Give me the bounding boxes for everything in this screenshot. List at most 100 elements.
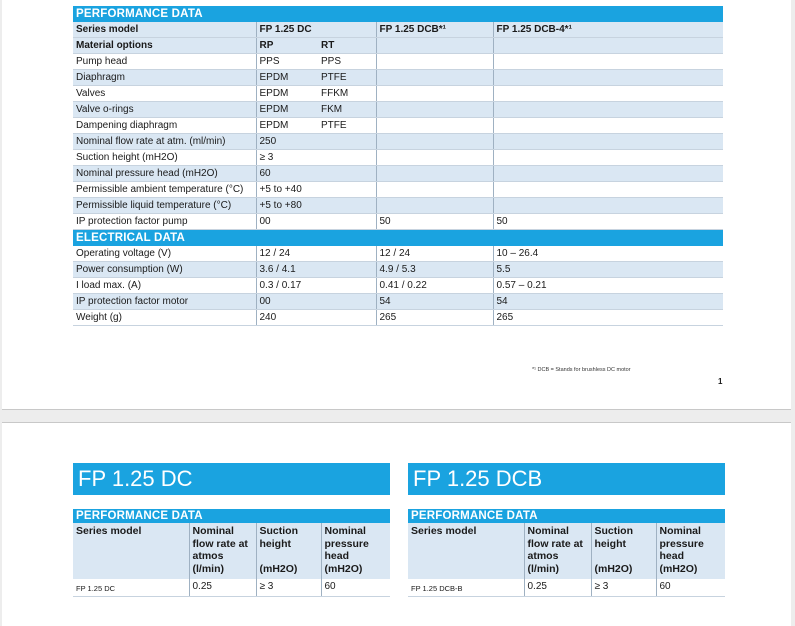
cell-dcb4	[492, 53, 724, 71]
cell-dcb4: 54	[492, 293, 724, 311]
cell-dcb4	[492, 85, 724, 103]
cell-dcb: 265	[375, 309, 493, 327]
cell-dcb4: 50	[492, 213, 724, 231]
table-row: Weight (g) 240 265 265	[73, 309, 724, 327]
suction-label: Suction height	[594, 525, 634, 550]
cell-dcb: 0.41 / 0.22	[375, 277, 493, 295]
table-row: IP protection factor motor 00 54 54	[73, 293, 724, 311]
series-model-row: Series model FP 1.25 DC FP 1.25 DCB*¹ FP…	[73, 22, 724, 39]
cell-dcb4	[492, 197, 724, 215]
cell-rt	[319, 213, 376, 231]
cell-rt	[319, 181, 376, 199]
cell-dcb4	[492, 181, 724, 199]
cell-rp: ≥ 3	[255, 149, 319, 167]
cell-dcb4	[492, 149, 724, 167]
val-pressure: 60	[320, 579, 391, 597]
cell-rt: PTFE	[319, 69, 376, 87]
cell-dcb	[375, 133, 493, 151]
row-label: Dampening diaphragm	[73, 117, 256, 135]
row-label: Weight (g)	[73, 309, 256, 327]
material-dcb4	[492, 37, 724, 55]
row-label: Permissible ambient temperature (°C)	[73, 181, 256, 199]
material-dcb	[375, 37, 493, 55]
val-model: FP 1.25 DC	[73, 579, 189, 597]
row-label: Permissible liquid temperature (°C)	[73, 197, 256, 215]
section-header-performance: PERFORMANCE DATA	[73, 6, 724, 22]
cell-dcb	[375, 69, 493, 87]
table-row: Power consumption (W) 3.6 / 4.1 4.9 / 5.3 5…	[73, 261, 724, 279]
suction-unit: (mH2O)	[594, 563, 633, 575]
series-model-label: Series model	[73, 22, 256, 39]
val-suction: ≥ 3	[590, 579, 656, 597]
col-fp125dcb: FP 1.25 DCB*¹	[375, 22, 493, 39]
row-label: Nominal flow rate at atm. (ml/min)	[73, 133, 256, 151]
cell-dc: 00	[255, 293, 376, 311]
cell-dcb4	[492, 133, 724, 151]
cell-rt	[319, 133, 376, 151]
cell-rp: EPDM	[255, 117, 319, 135]
cell-rt	[319, 165, 376, 183]
cell-dc: 240	[255, 309, 376, 327]
row-label: Power consumption (W)	[73, 261, 256, 279]
hdr-suction-height: Suction height (mH2O)	[255, 523, 321, 579]
hdr-series-model: Series model	[73, 523, 189, 579]
table-row: I load max. (A) 0.3 / 0.17 0.41 / 0.22 0.57…	[73, 277, 724, 295]
cell-dc: 12 / 24	[255, 246, 376, 263]
table-row: IP protection factor pump 00 50 50	[73, 213, 724, 231]
cell-dcb: 54	[375, 293, 493, 311]
hdr-pressure-head: Nominal pressure head (mH2O)	[655, 523, 726, 579]
cell-rt: PTFE	[319, 117, 376, 135]
cell-dcb4	[492, 165, 724, 183]
table-row: Valves EPDM FFKM	[73, 85, 724, 103]
cell-dcb	[375, 101, 493, 119]
material-rt: RT	[319, 37, 376, 55]
cell-dcb	[375, 85, 493, 103]
cell-rp: +5 to +40	[255, 181, 319, 199]
row-label: IP protection factor pump	[73, 213, 256, 231]
material-options-label: Material options	[73, 37, 256, 55]
cell-dcb4: 5.5	[492, 261, 724, 279]
section-title: PERFORMANCE DATA	[73, 6, 724, 22]
section-header: PERFORMANCE DATA	[408, 509, 726, 523]
hdr-flow-rate: Nominal flow rate at atmos (l/min)	[188, 523, 256, 579]
section-header: PERFORMANCE DATA	[73, 509, 391, 523]
cell-dcb4	[492, 117, 724, 135]
section-title: PERFORMANCE DATA	[408, 509, 726, 523]
cell-dcb4: 265	[492, 309, 724, 327]
table-row: Valve o-rings EPDM FKM	[73, 101, 724, 119]
cell-rp: 00	[255, 213, 319, 231]
row-label: Nominal pressure head (mH2O)	[73, 165, 256, 183]
cell-rp: EPDM	[255, 69, 319, 87]
suction-label: Suction height	[259, 525, 299, 550]
suction-unit: (mH2O)	[259, 563, 298, 575]
val-pressure: 60	[655, 579, 726, 597]
cell-dcb: 4.9 / 5.3	[375, 261, 493, 279]
cell-dc: 0.3 / 0.17	[255, 277, 376, 295]
cell-rp: +5 to +80	[255, 197, 319, 215]
section-header-electrical: ELECTRICAL DATA	[73, 229, 724, 247]
performance-table-fp125dcb: PERFORMANCE DATA Series model Nominal fl…	[408, 509, 726, 597]
product-title-fp125dcb: FP 1.25 DCB	[408, 463, 725, 495]
row-label: Suction height (mH2O)	[73, 149, 256, 167]
cell-rp: 250	[255, 133, 319, 151]
cell-rp: EPDM	[255, 101, 319, 119]
value-row: FP 1.25 DCB-B 0.25 ≥ 3 60	[408, 579, 726, 597]
cell-rt: FKM	[319, 101, 376, 119]
val-flow: 0.25	[188, 579, 256, 597]
footnote: *¹ DCB = Stands for brushless DC motor	[532, 367, 631, 373]
cell-dcb: 50	[375, 213, 493, 231]
table-row: Nominal flow rate at atm. (ml/min) 250	[73, 133, 724, 151]
row-label: Valve o-rings	[73, 101, 256, 119]
val-suction: ≥ 3	[255, 579, 321, 597]
cell-dcb4: 10 – 26.4	[492, 246, 724, 263]
material-rp: RP	[255, 37, 319, 55]
cell-dcb	[375, 53, 493, 71]
datasheet-page-2: FP 1.25 DC FP 1.25 DCB PERFORMANCE DATA …	[2, 422, 791, 626]
section-title: ELECTRICAL DATA	[73, 229, 724, 247]
hdr-series-model: Series model	[408, 523, 524, 579]
table-row: Nominal pressure head (mH2O) 60	[73, 165, 724, 183]
performance-electrical-table: PERFORMANCE DATA Series model FP 1.25 DC…	[73, 6, 724, 327]
col-fp125dcb4: FP 1.25 DCB-4*¹	[492, 22, 724, 39]
cell-dcb	[375, 197, 493, 215]
cell-dcb	[375, 181, 493, 199]
